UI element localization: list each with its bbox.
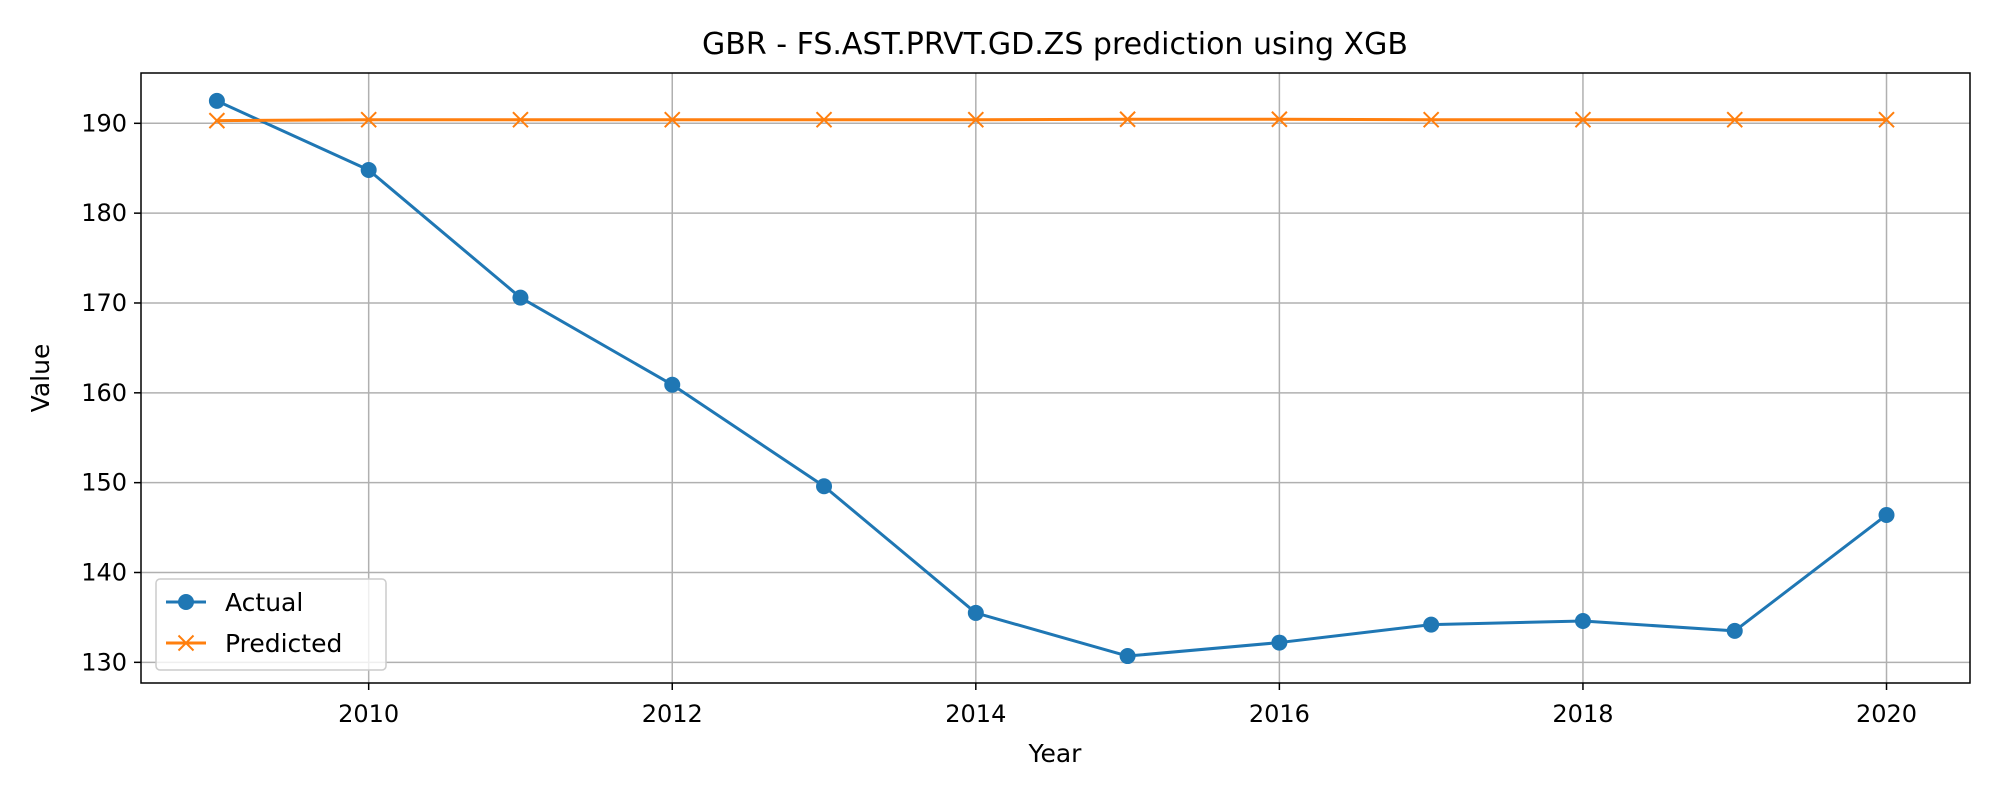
predicted-point bbox=[512, 111, 529, 128]
actual-point bbox=[1726, 622, 1743, 639]
actual-point bbox=[360, 162, 377, 179]
legend-frame bbox=[155, 578, 387, 671]
predicted-point bbox=[1422, 111, 1440, 128]
y-tick-label: 190 bbox=[81, 109, 127, 137]
actual-point bbox=[816, 478, 833, 495]
actual-point bbox=[208, 92, 225, 109]
actual-line bbox=[214, 98, 1889, 658]
predicted-line bbox=[215, 117, 1889, 123]
axis-ticks: 2010 2012 2014 2016 2018 2020 130 140 150 160 170 1… bbox=[81, 109, 1917, 728]
x-tick-label: 2014 bbox=[945, 700, 1006, 728]
predicted-point bbox=[664, 111, 681, 128]
chart-title: GBR - FS.AST.PRVT.GD.ZS prediction using… bbox=[702, 27, 1408, 62]
y-tick-label: 140 bbox=[81, 558, 127, 586]
x-axis-label: Year bbox=[1028, 739, 1083, 768]
x-tick-label: 2018 bbox=[1552, 700, 1613, 728]
predicted-point bbox=[1119, 111, 1136, 128]
predicted-point bbox=[360, 111, 377, 128]
y-tick-label: 150 bbox=[81, 469, 127, 497]
x-tick-label: 2012 bbox=[642, 700, 703, 728]
legend-label-predicted: Predicted bbox=[225, 629, 342, 658]
x-tick-label: 2016 bbox=[1249, 700, 1310, 728]
actual-point bbox=[1878, 507, 1895, 524]
grid-lines bbox=[141, 73, 1970, 683]
predicted-point bbox=[815, 111, 833, 128]
predicted-point bbox=[1574, 111, 1592, 128]
predicted-point bbox=[1878, 111, 1895, 128]
predicted-point bbox=[1726, 111, 1743, 128]
legend: Actual Predicted bbox=[155, 578, 387, 671]
predicted-point bbox=[1271, 111, 1288, 128]
legend-item-predicted: Predicted bbox=[166, 629, 342, 658]
y-tick-label: 170 bbox=[81, 289, 127, 317]
y-tick-label: 180 bbox=[81, 199, 127, 227]
legend-item-actual: Actual bbox=[166, 588, 303, 617]
predicted-point bbox=[967, 111, 985, 128]
actual-point bbox=[1119, 648, 1136, 665]
x-tick-label: 2020 bbox=[1856, 700, 1917, 728]
predicted-series bbox=[208, 111, 1895, 129]
actual-point bbox=[1574, 613, 1591, 630]
y-tick-label: 160 bbox=[81, 379, 127, 407]
predicted-point bbox=[208, 112, 226, 129]
plot-series bbox=[208, 92, 1895, 665]
actual-point bbox=[1271, 634, 1288, 651]
actual-point bbox=[1423, 616, 1440, 633]
legend-marker-predicted bbox=[177, 634, 195, 652]
legend-label-actual: Actual bbox=[225, 588, 303, 617]
actual-point bbox=[512, 289, 529, 306]
y-tick-label: 130 bbox=[81, 648, 127, 676]
x-tick-label: 2010 bbox=[338, 700, 399, 728]
plot-area-frame bbox=[140, 72, 1971, 684]
actual-point bbox=[967, 604, 984, 621]
actual-series bbox=[208, 92, 1895, 665]
y-axis-label: Value bbox=[26, 344, 55, 413]
actual-point bbox=[664, 376, 681, 393]
legend-marker-actual bbox=[178, 594, 194, 610]
